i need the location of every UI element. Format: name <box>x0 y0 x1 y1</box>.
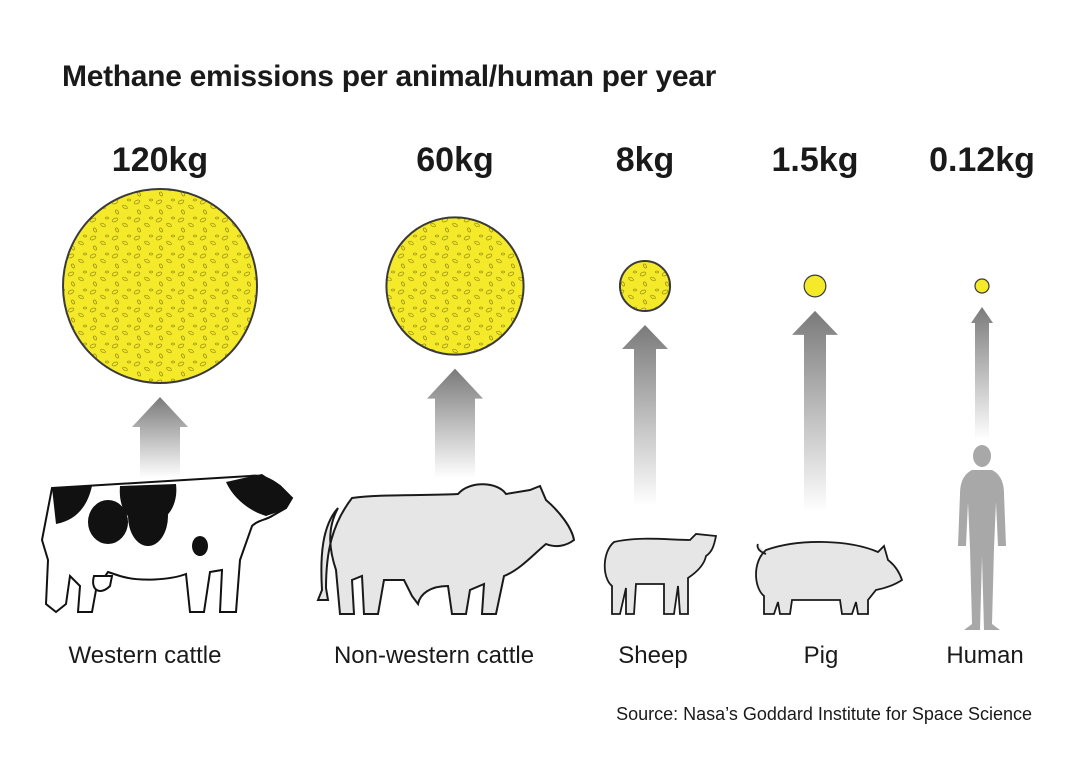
bubble-western-cattle <box>62 188 258 384</box>
category-label-human: Human <box>946 642 1023 669</box>
arrow-western-cattle <box>132 397 188 478</box>
category-label-western-cattle: Western cattle <box>69 642 222 669</box>
bubble-sheep <box>618 259 672 313</box>
category-label-pig: Pig <box>804 642 839 669</box>
arrow-human <box>971 307 993 440</box>
source-note: Source: Nasa’s Goddard Institute for Spa… <box>616 704 1032 724</box>
arrow-pig <box>792 310 838 512</box>
value-label-non-western-cattle: 60kg <box>416 141 494 179</box>
value-label-western-cattle: 120kg <box>112 141 208 179</box>
value-label-human: 0.12kg <box>929 141 1035 179</box>
sheep-icon <box>603 533 718 615</box>
zebu-icon <box>316 483 576 615</box>
arrow-non-western-cattle <box>427 368 483 478</box>
category-label-sheep: Sheep <box>618 642 687 669</box>
value-label-pig: 1.5kg <box>772 141 859 179</box>
human-icon <box>958 445 1006 630</box>
bubble-non-western-cattle <box>385 216 525 356</box>
chart-title: Methane emissions per animal/human per y… <box>62 60 716 93</box>
cow-icon <box>40 474 294 614</box>
bubble-human <box>974 278 990 294</box>
arrow-sheep <box>622 325 668 506</box>
pig-icon <box>755 541 904 615</box>
value-label-sheep: 8kg <box>616 141 675 179</box>
bubble-pig <box>803 274 827 298</box>
category-label-non-western-cattle: Non-western cattle <box>334 642 534 669</box>
